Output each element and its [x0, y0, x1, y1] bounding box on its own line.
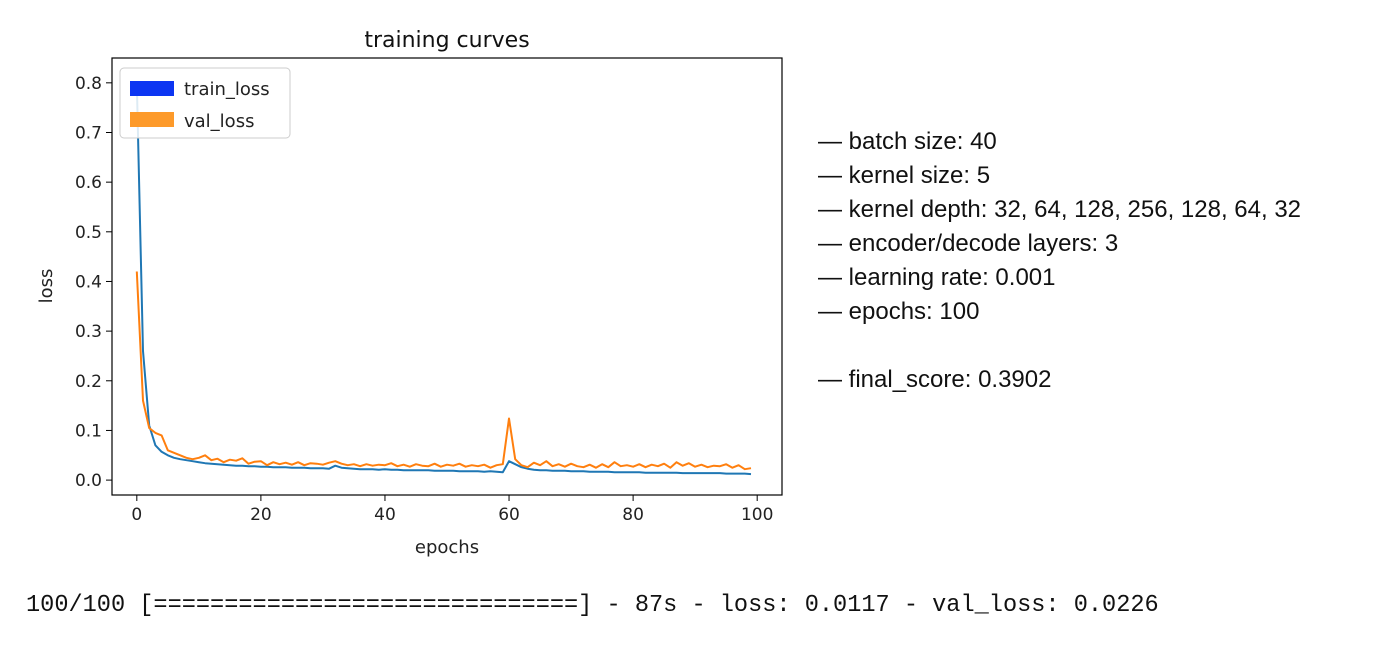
y-tick-label: 0.8: [75, 74, 102, 94]
legend-swatch-val-loss: [130, 112, 174, 127]
y-tick-label: 0.5: [75, 223, 102, 243]
x-tick-label: 20: [250, 505, 272, 525]
hyperparam-learning-rate: — learning rate: 0.001: [818, 264, 1056, 291]
y-tick-label: 0.6: [75, 173, 102, 193]
hyperparam-kernel-depth: — kernel depth: 32, 64, 128, 256, 128, 6…: [818, 196, 1302, 223]
legend-label-val-loss: val_loss: [184, 111, 254, 132]
y-axis-ticks: 0.0 0.1 0.2 0.3 0.4 0.5 0.6 0.7 0.8: [75, 74, 112, 491]
y-tick-label: 0.4: [75, 272, 102, 292]
x-tick-label: 80: [622, 505, 644, 525]
legend: train_loss val_loss: [119, 67, 291, 139]
legend-label-train-loss: train_loss: [184, 79, 270, 100]
x-tick-label: 100: [741, 505, 773, 525]
hyperparam-kernel-size: — kernel size: 5: [818, 162, 991, 189]
chart-title: training curves: [364, 28, 529, 53]
y-tick-label: 0.0: [75, 471, 102, 491]
x-tick-label: 40: [374, 505, 396, 525]
y-tick-label: 0.3: [75, 322, 102, 342]
y-axis-label: loss: [36, 269, 57, 304]
x-axis-label: epochs: [415, 537, 479, 558]
x-axis-ticks: 0 20 40 60 80 100: [131, 495, 773, 525]
legend-swatch-train-loss: [130, 81, 174, 96]
hyperparam-epochs: — epochs: 100: [818, 298, 980, 325]
hyperparam-batch-size: — batch size: 40: [818, 128, 997, 155]
x-tick-label: 60: [498, 505, 520, 525]
plot-frame: [111, 57, 783, 496]
plot-lines: [135, 82, 752, 476]
y-tick-label: 0.1: [75, 421, 102, 441]
series-line-val-loss: [135, 271, 752, 471]
hyperparam-encoder-decoder-layers: — encoder/decode layers: 3: [818, 230, 1119, 257]
training-log-line: 100/100 [==============================]…: [26, 592, 1159, 619]
series-line-train-loss: [135, 82, 752, 476]
y-tick-label: 0.2: [75, 372, 102, 392]
y-tick-label: 0.7: [75, 123, 102, 143]
training-curves-chart: training curves 0 20 40 60 80 100 0.00.10.20.…: [36, 28, 783, 558]
hyperparam-final-score: — final_score: 0.3902: [818, 366, 1052, 393]
x-tick-label: 0: [131, 505, 142, 525]
